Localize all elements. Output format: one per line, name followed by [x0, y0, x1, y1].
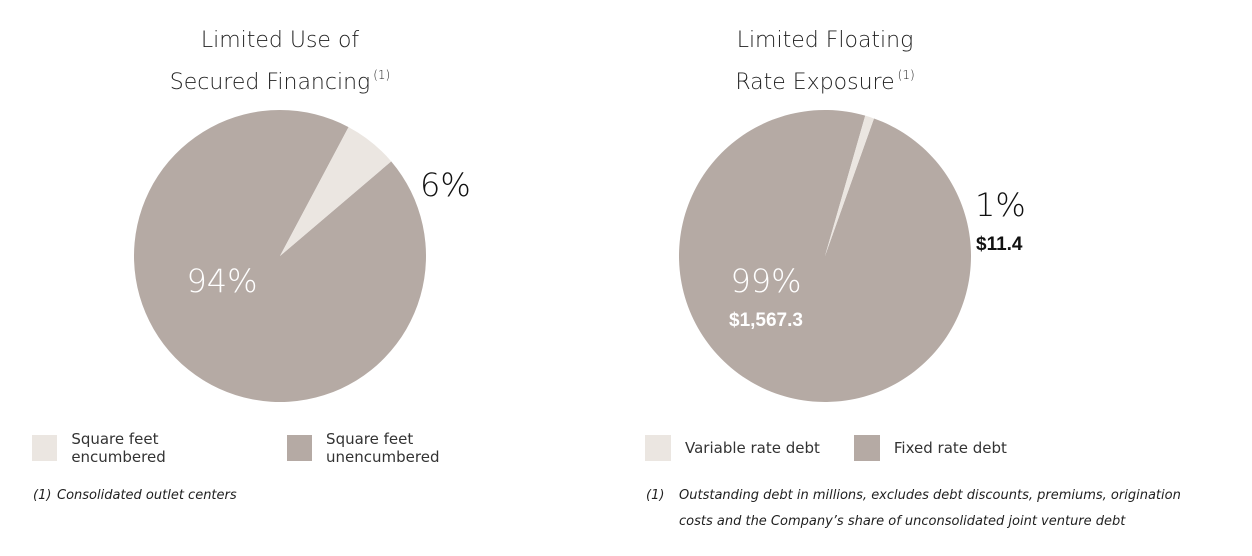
- footnote: (1) Consolidated outlet centers: [33, 483, 513, 509]
- chart-title-line-1: Limited Use of: [200, 28, 360, 53]
- footnote-number: (1): [646, 488, 665, 503]
- legend-swatch: [645, 435, 671, 461]
- legend-item-variable: Variable rate debt: [645, 435, 820, 461]
- pie-slice-variable-rate-debt: [825, 115, 874, 256]
- footnote-text-line-2: costs and the Company’s share of unconso…: [679, 514, 1126, 529]
- legend-item-encumbered: Square feet encumbered: [32, 430, 253, 466]
- footnote-text: Consolidated outlet centers: [57, 488, 237, 503]
- chart-title: Limited Use of Secured Financing (1): [0, 24, 560, 100]
- footnote-number: (1): [33, 488, 52, 503]
- legend-label: Fixed rate debt: [893, 439, 1007, 457]
- legend-swatch: [853, 435, 880, 461]
- chart-legend: Variable rate debt Fixed rate debt: [645, 434, 1041, 462]
- pie-chart: 1% $11.4 99% $1,567.3: [678, 109, 1026, 402]
- pie-slice-fixed-rate-debt: [678, 109, 971, 402]
- pie-slice-square-feet-unencumbered: [134, 110, 427, 403]
- pie-slice-square-feet-encumbered: [280, 127, 392, 256]
- chart-title-footnote-marker: (1): [373, 68, 391, 82]
- legend-label: Variable rate debt: [685, 439, 820, 457]
- legend-label: Square feet unencumbered: [326, 430, 440, 466]
- slice-percent-label: 1%: [975, 186, 1026, 224]
- chart-title-line-2-text: Rate Exposure: [735, 70, 895, 95]
- legend-item-fixed: Fixed rate debt: [853, 435, 1007, 461]
- chart-title-line-2-text: Secured Financing: [169, 70, 371, 95]
- slice-value-label: $11.4: [976, 234, 1023, 255]
- legend-swatch: [286, 435, 313, 461]
- chart-panel-floating-rate: Limited Floating Rate Exposure (1) 1% $11.…: [545, 0, 1181, 556]
- chart-title-line-2: Rate Exposure (1): [545, 58, 1105, 100]
- chart-legend: Square feet encumbered Square feet unenc…: [32, 430, 560, 466]
- footnote-text-line-1: Outstanding debt in millions, excludes d…: [679, 488, 1181, 503]
- chart-panel-secured-financing: Limited Use of Secured Financing (1) 6% 94…: [0, 0, 560, 556]
- footnote: (1) Outstanding debt in millions, exclud…: [646, 483, 1246, 535]
- slice-percent-label: 94%: [186, 262, 257, 300]
- legend-swatch: [32, 435, 58, 461]
- chart-title: Limited Floating Rate Exposure (1): [545, 24, 1105, 100]
- legend-item-unencumbered: Square feet unencumbered: [286, 430, 526, 466]
- legend-label: Square feet encumbered: [71, 430, 166, 466]
- pie-chart: 6% 94%: [134, 110, 471, 403]
- chart-title-line-1: Limited Floating: [736, 28, 914, 53]
- slice-value-label: $1,567.3: [729, 310, 803, 331]
- chart-title-line-2: Secured Financing (1): [0, 58, 560, 100]
- slice-percent-label: 99%: [730, 262, 801, 300]
- chart-title-footnote-marker: (1): [897, 68, 915, 82]
- slice-percent-label: 6%: [420, 166, 471, 204]
